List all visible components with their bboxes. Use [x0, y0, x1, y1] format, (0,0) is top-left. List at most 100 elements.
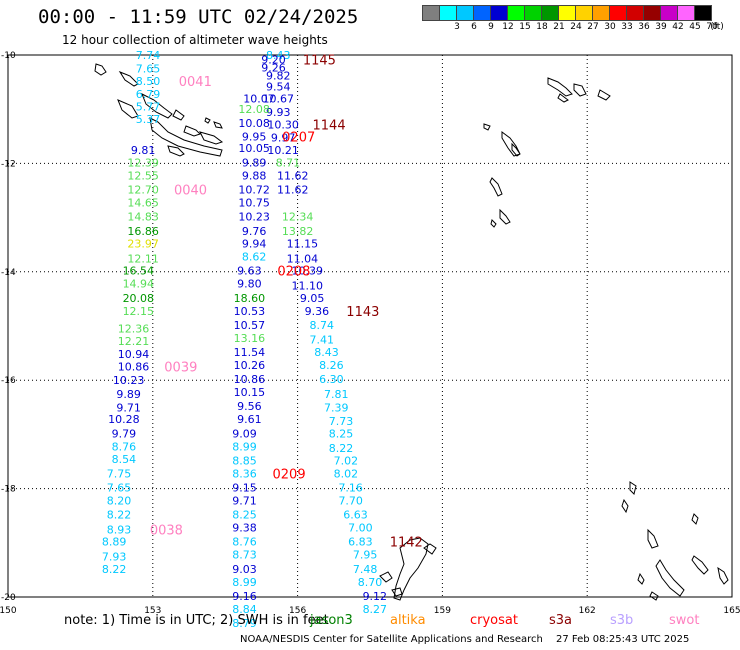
pass-time-label: 0208	[277, 265, 310, 280]
wave-height-value: 10.72	[238, 183, 270, 196]
wave-height-readings: 7.747.658.506.795.775.379.8112.3912.5512…	[102, 49, 387, 630]
wave-height-value: 9.26	[261, 61, 286, 74]
wave-height-value: 11.54	[234, 346, 266, 359]
wave-height-value: 8.93	[107, 523, 132, 536]
wave-height-value: 8.02	[334, 467, 359, 480]
wave-height-value: 7.65	[136, 63, 161, 76]
wave-height-value: 10.94	[118, 348, 150, 361]
wave-height-value: 12.36	[118, 323, 150, 336]
wave-height-value: 9.97	[271, 131, 296, 144]
wave-height-value: 7.70	[338, 495, 363, 508]
wave-height-value: 10.26	[234, 359, 266, 372]
wave-height-value: 20.08	[123, 292, 155, 305]
pass-time-label: 0039	[164, 361, 197, 376]
wave-height-value: 8.79	[232, 617, 257, 630]
map-frame	[7, 54, 733, 598]
wave-height-value: 9.95	[242, 130, 267, 143]
scale-unit-label: (ft)	[710, 22, 724, 32]
coastline-banks-islands	[483, 77, 611, 228]
wave-height-value: 9.71	[116, 401, 141, 414]
wave-height-value: 10.57	[234, 319, 266, 332]
wave-height-value: 9.82	[266, 70, 291, 83]
wave-height-value: 11.10	[292, 279, 324, 292]
wave-height-value: 10.86	[118, 361, 150, 374]
wave-height-value: 8.73	[232, 549, 257, 562]
lat-tick-label: -14	[1, 268, 16, 278]
wave-height-value: 10.05	[238, 142, 270, 155]
wave-height-value: 9.80	[237, 278, 262, 291]
lon-tick-label: 165	[723, 606, 740, 616]
wave-height-value: 8.50	[136, 75, 161, 88]
lon-tick-label: 150	[0, 606, 17, 616]
wave-height-value: 9.93	[266, 106, 291, 119]
wave-height-value: 23.97	[127, 238, 159, 251]
scale-tick-label: 36	[638, 22, 650, 32]
satellite-legend-jason3: jason3	[310, 613, 353, 628]
wave-height-value: 16.54	[123, 265, 155, 278]
wave-height-value: 10.39	[292, 265, 324, 278]
wave-height-value: 7.81	[324, 388, 349, 401]
wave-height-value: 12.15	[123, 305, 155, 318]
wave-height-value: 9.56	[237, 400, 262, 413]
wave-height-value: 7.75	[107, 467, 132, 480]
coastlines	[94, 63, 729, 601]
wave-height-value: 8.71	[276, 156, 301, 169]
scale-tick-label: 42	[672, 22, 684, 32]
wave-height-value: 10.23	[238, 211, 270, 224]
wave-height-value: 6.79	[136, 88, 161, 101]
scale-tick-label: 70	[706, 22, 718, 32]
wave-height-value: 9.12	[363, 590, 388, 603]
wave-height-value: 8.22	[329, 442, 354, 455]
wave-height-value: 12.34	[282, 211, 314, 224]
pass-time-label: 0209	[273, 467, 306, 482]
wave-height-value: 14.94	[123, 278, 155, 291]
wave-height-value: 11.15	[287, 238, 319, 251]
pass-time-label: 0041	[179, 75, 212, 90]
lat-lon-grid	[8, 55, 732, 597]
wave-height-value: 14.83	[127, 211, 159, 224]
scale-tick-label: 39	[655, 22, 667, 32]
lon-tick-label: 162	[579, 606, 596, 616]
wave-height-value: 18.60	[234, 292, 266, 305]
pass-time-label: 1144	[313, 118, 346, 133]
wave-height-value: 9.94	[242, 238, 267, 251]
satellite-legend-s3a: s3a	[549, 613, 573, 628]
lat-tick-label: -16	[1, 376, 16, 386]
wave-height-value: 10.08	[238, 117, 270, 130]
scale-tick-label: 6	[471, 22, 477, 32]
footer-note: note: 1) Time is in UTC; 2) SWH is in fe…	[64, 613, 329, 628]
wave-height-value: 13.16	[234, 332, 266, 345]
wave-height-value: 9.05	[300, 292, 325, 305]
pass-time-label: 1145	[303, 53, 336, 68]
satellite-legend-swot: swot	[669, 613, 700, 628]
wave-height-value: 8.99	[232, 576, 257, 589]
wave-height-scale	[422, 5, 712, 21]
map-title: 00:00 - 11:59 UTC 02/24/2025	[38, 6, 359, 28]
wave-height-value: 7.48	[353, 563, 378, 576]
map-subtitle: 12 hour collection of altimeter wave hei…	[62, 33, 328, 47]
scale-tick-label: 15	[519, 22, 531, 32]
wave-height-value: 7.39	[324, 401, 349, 414]
wave-height-value: 8.36	[232, 467, 257, 480]
wave-height-value: 13.82	[282, 225, 314, 238]
coastline-chesterfield-reefs	[379, 537, 437, 601]
generation-timestamp: 27 Feb 08:25:43 UTC 2025	[556, 634, 690, 645]
pass-time-labels: 0041 0040 0039 0038 1145 1144 1143 1142 0207 0208…	[150, 53, 423, 550]
satellite-legend-s3b: s3b	[610, 613, 634, 628]
wave-height-value: 8.25	[329, 427, 354, 440]
wave-height-value: 12.55	[127, 169, 159, 182]
wave-height-value: 8.43	[266, 49, 291, 62]
wave-height-value: 12.70	[127, 183, 159, 196]
wave-height-value: 7.73	[329, 415, 354, 428]
wave-height-value: 9.89	[116, 388, 141, 401]
wave-height-value: 10.67	[263, 92, 295, 105]
wave-height-value: 10.15	[234, 386, 266, 399]
wave-height-value: 7.16	[338, 482, 363, 495]
pass-time-label: 1142	[390, 536, 423, 551]
wave-height-value: 7.65	[107, 482, 132, 495]
wave-height-value: 6.83	[348, 536, 373, 549]
lat-tick-label: -12	[1, 159, 16, 169]
scale-tick-label: 18	[536, 22, 548, 32]
wave-height-value: 7.95	[353, 549, 378, 562]
